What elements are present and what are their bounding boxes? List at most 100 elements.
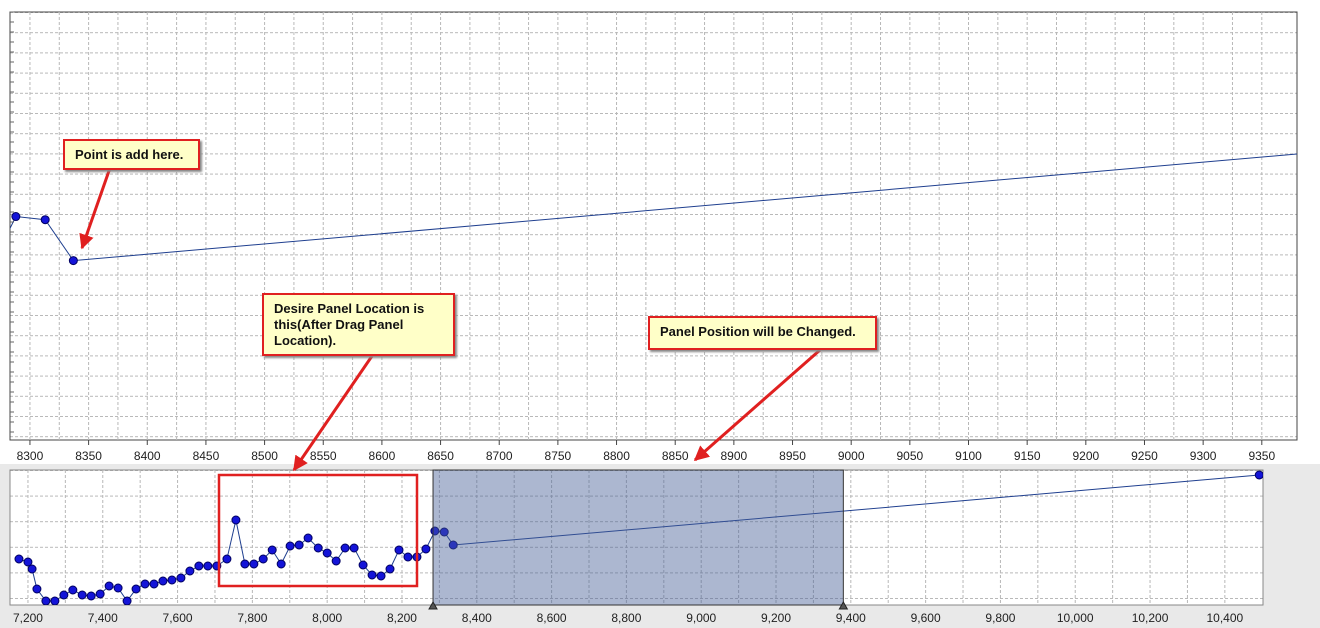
point <box>439 527 449 537</box>
point <box>385 564 395 574</box>
x-tick-label: 10,400 <box>1206 611 1243 625</box>
point <box>176 573 186 583</box>
x-tick-label: 8350 <box>75 449 102 463</box>
point <box>11 212 21 222</box>
point <box>203 561 213 571</box>
x-tick-label: 8600 <box>369 449 396 463</box>
selection-handle <box>838 600 849 610</box>
point <box>403 552 413 562</box>
point <box>140 579 150 589</box>
arrow <box>693 348 821 462</box>
point <box>276 559 286 569</box>
plot-area <box>9 11 1298 441</box>
point <box>104 581 114 591</box>
x-tick-label: 8400 <box>134 449 161 463</box>
x-tick-label: 8450 <box>193 449 220 463</box>
highlight-box <box>217 473 419 588</box>
x-tick-label: 8,400 <box>462 611 492 625</box>
x-tick-label: 8850 <box>662 449 689 463</box>
x-tick-label: 10,200 <box>1132 611 1169 625</box>
arrow <box>79 167 112 250</box>
point <box>394 545 404 555</box>
point <box>340 543 350 553</box>
main-series <box>10 12 1297 440</box>
x-tick-label: 9350 <box>1248 449 1275 463</box>
x-tick-label: 8700 <box>486 449 513 463</box>
x-tick-label: 10,000 <box>1057 611 1094 625</box>
point <box>421 544 431 554</box>
point <box>294 540 304 550</box>
point <box>231 515 241 525</box>
point <box>27 564 37 574</box>
point <box>267 545 277 555</box>
point <box>367 570 377 580</box>
point <box>349 543 359 553</box>
x-tick-label: 7,400 <box>88 611 118 625</box>
point <box>222 554 232 564</box>
point <box>41 596 51 605</box>
x-tick-label: 9,800 <box>985 611 1015 625</box>
point <box>122 596 132 605</box>
selection-window <box>432 469 844 606</box>
x-tick-label: 8,200 <box>387 611 417 625</box>
point <box>303 533 313 543</box>
point <box>68 585 78 595</box>
point <box>50 596 60 605</box>
point <box>77 590 87 600</box>
arrow <box>292 355 374 472</box>
x-tick-label: 9200 <box>1072 449 1099 463</box>
x-tick-label: 7,600 <box>163 611 193 625</box>
point <box>1254 470 1263 480</box>
x-tick-label: 8650 <box>427 449 454 463</box>
point <box>376 571 386 581</box>
x-tick-label: 9000 <box>838 449 865 463</box>
x-tick-label: 8,000 <box>312 611 342 625</box>
point <box>167 575 177 585</box>
callout: Point is add here. <box>63 139 200 170</box>
point <box>322 548 332 558</box>
point <box>86 591 96 601</box>
point <box>59 590 69 600</box>
x-tick-label: 8550 <box>310 449 337 463</box>
x-tick-label: 8800 <box>603 449 630 463</box>
point <box>194 561 204 571</box>
point <box>249 559 259 569</box>
x-tick-label: 7,200 <box>13 611 43 625</box>
x-tick-label: 9100 <box>955 449 982 463</box>
x-tick-label: 7,800 <box>237 611 267 625</box>
x-tick-label: 8950 <box>779 449 806 463</box>
x-tick-label: 9,000 <box>686 611 716 625</box>
x-tick-label: 9,200 <box>761 611 791 625</box>
point <box>14 554 24 564</box>
navigator-series <box>14 470 1263 605</box>
x-tick-label: 8900 <box>721 449 748 463</box>
point <box>40 215 50 225</box>
x-tick-label: 9,400 <box>836 611 866 625</box>
x-tick-label: 9300 <box>1190 449 1217 463</box>
x-tick-label: 8500 <box>251 449 278 463</box>
point <box>258 554 268 564</box>
point <box>331 556 341 566</box>
point <box>23 557 33 567</box>
point <box>113 583 123 593</box>
x-tick-label: 8300 <box>17 449 44 463</box>
point <box>448 540 458 550</box>
point <box>95 589 105 599</box>
point <box>185 566 195 576</box>
callout: Panel Position will be Changed. <box>648 316 877 350</box>
x-tick-label: 8,600 <box>537 611 567 625</box>
point <box>32 584 42 594</box>
point <box>131 584 141 594</box>
point <box>240 559 250 569</box>
x-tick-label: 9,600 <box>911 611 941 625</box>
x-tick-label: 9050 <box>896 449 923 463</box>
callout: Desire Panel Location is this(After Drag… <box>262 293 455 356</box>
x-tick-label: 9150 <box>1014 449 1041 463</box>
x-tick-label: 8,800 <box>611 611 641 625</box>
selection-handle <box>428 600 438 610</box>
point <box>158 576 168 586</box>
point <box>68 256 78 266</box>
point <box>358 560 368 570</box>
